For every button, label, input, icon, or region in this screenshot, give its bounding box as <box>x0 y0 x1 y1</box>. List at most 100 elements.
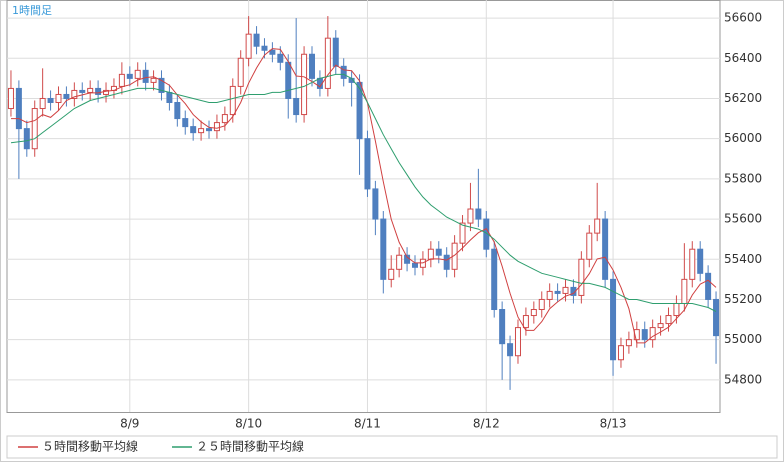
candle-body <box>364 138 371 190</box>
x-tick-label: 8/9 <box>120 417 139 431</box>
y-tick-label: 56600 <box>724 11 762 25</box>
x-tick-label: 8/12 <box>473 417 500 431</box>
candle-body <box>610 278 617 361</box>
legend-label: ５時間移動平均線 <box>42 439 138 454</box>
moving-average-line <box>10 73 717 312</box>
candle-body <box>293 97 300 116</box>
candle-body <box>530 309 537 317</box>
candle-body <box>538 298 545 311</box>
candle-body <box>411 262 418 268</box>
candle-body <box>507 343 514 357</box>
x-tick-label: 8/13 <box>600 417 627 431</box>
candle-body <box>602 218 609 280</box>
candle-body <box>47 97 54 103</box>
candle-body <box>562 286 569 294</box>
candle-body <box>245 33 252 59</box>
candle-body <box>150 77 157 83</box>
candle-body <box>253 33 260 47</box>
candle-body <box>594 218 601 234</box>
candle-body <box>277 53 284 63</box>
candle-body <box>285 61 292 99</box>
y-tick-label: 55200 <box>724 292 762 306</box>
candle-body <box>340 65 347 79</box>
candle-body <box>142 69 149 83</box>
plot-area <box>6 0 721 413</box>
y-tick-label: 56400 <box>724 51 762 65</box>
candle-body <box>63 93 70 99</box>
candle-body <box>301 53 308 116</box>
candle-body <box>459 222 466 244</box>
candle-body <box>427 248 434 260</box>
y-tick-label: 55400 <box>724 252 762 266</box>
moving-average-line <box>11 48 717 344</box>
candle-body <box>483 218 490 250</box>
candle-body <box>649 327 656 341</box>
candle-body <box>491 248 498 311</box>
candle-body <box>617 345 624 361</box>
candle-body <box>673 302 680 317</box>
candle-body <box>570 286 577 296</box>
candle-body <box>467 208 474 224</box>
candle-body <box>713 298 720 337</box>
candle-body <box>182 118 189 128</box>
candle-body <box>697 248 704 274</box>
x-tick-label: 8/11 <box>354 417 381 431</box>
candle-body <box>79 89 86 93</box>
candle-body <box>118 73 125 87</box>
candle-body <box>641 329 648 341</box>
candle-body <box>332 37 339 67</box>
candle-body <box>396 254 403 270</box>
candle-body <box>15 87 22 130</box>
candle-body <box>198 128 205 134</box>
candle-body <box>134 69 141 79</box>
candle-body <box>514 327 521 357</box>
candle-body <box>174 101 181 120</box>
candle-body <box>499 309 506 345</box>
candle-body <box>309 53 316 79</box>
candle-body <box>31 108 38 150</box>
candle-body <box>388 268 395 280</box>
candle-body <box>356 81 363 140</box>
candle-body <box>657 323 664 329</box>
candle-body <box>554 290 561 294</box>
candle-body <box>261 45 268 51</box>
chart-title: 1時間足 <box>12 4 52 17</box>
y-tick-label: 55600 <box>724 212 762 226</box>
candle-body <box>443 254 450 270</box>
candle-body <box>237 57 244 87</box>
legend-label: ２５時間移動平均線 <box>196 439 304 454</box>
candle-body <box>7 87 14 110</box>
candle-body <box>681 278 688 304</box>
candle-body <box>221 114 228 124</box>
y-tick-label: 56200 <box>724 91 762 105</box>
candle-body <box>475 208 482 220</box>
candle-body <box>39 97 46 110</box>
candle-body <box>55 93 62 103</box>
candle-body <box>372 188 379 220</box>
candle-body <box>269 49 276 55</box>
candle-body <box>578 258 585 296</box>
candle-body <box>213 122 220 132</box>
candle-body <box>103 89 110 95</box>
candle-body <box>324 37 331 89</box>
candle-body <box>689 248 696 280</box>
candle-body <box>158 77 165 93</box>
candle-body <box>71 89 78 99</box>
candle-body <box>380 218 387 280</box>
candle-body <box>95 87 102 95</box>
candle-body <box>522 315 529 329</box>
candle-body <box>229 85 236 116</box>
y-tick-label: 55000 <box>724 332 762 346</box>
y-tick-label: 56000 <box>724 131 762 145</box>
marks <box>7 16 720 390</box>
candle-body <box>190 126 197 134</box>
candle-body <box>435 248 442 256</box>
candle-body <box>705 272 712 300</box>
candle-body <box>126 73 133 79</box>
candle-body <box>665 315 672 325</box>
y-tick-label: 54800 <box>724 372 762 386</box>
legend-box <box>6 435 778 459</box>
candle-body <box>87 87 94 93</box>
candle-body <box>206 128 213 132</box>
